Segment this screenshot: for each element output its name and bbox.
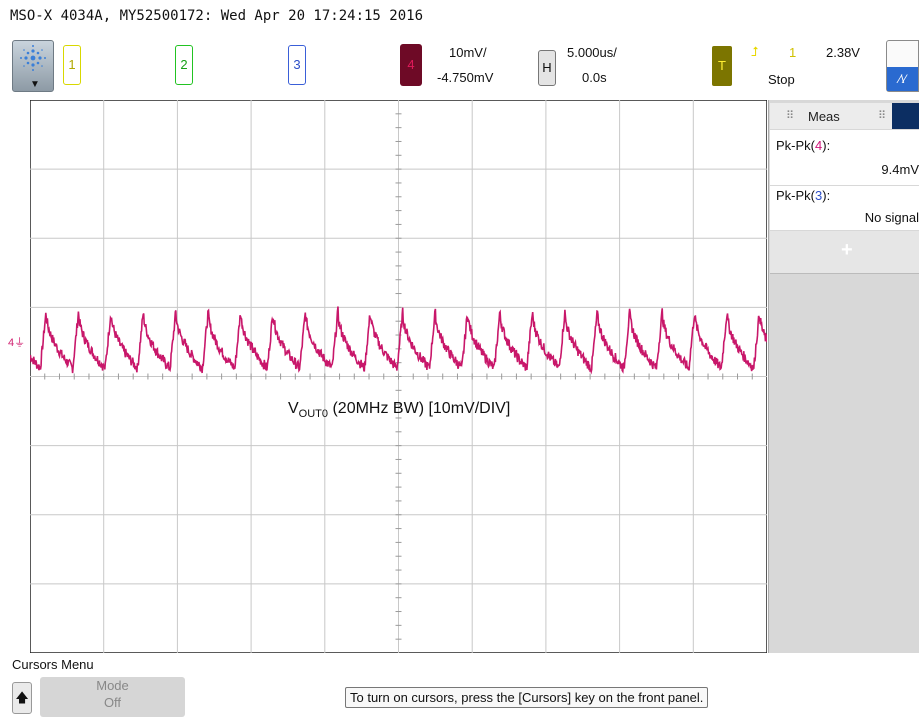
meas-header-label: Meas	[808, 109, 840, 124]
channel-3-button[interactable]: 3	[288, 45, 306, 85]
meas2-label-suffix: ):	[822, 188, 831, 203]
agilent-logo-button[interactable]: ▼	[12, 40, 54, 92]
center-ticks	[44, 113, 753, 640]
meas2-label-prefix: Pk-Pk(	[776, 188, 815, 203]
grip-icon: ⠿	[786, 110, 795, 122]
ch4-trace	[30, 306, 767, 375]
meas1-label-suffix: ):	[822, 138, 831, 153]
trigger-source: 1	[789, 45, 797, 60]
channel-1-button[interactable]: 1	[63, 45, 81, 85]
ch4-ground-marker: 4⏚	[8, 337, 26, 349]
meas2-channel: 3	[815, 188, 823, 203]
horizontal-delay: 0.0s	[582, 70, 607, 85]
annotation-v: V	[288, 400, 299, 417]
trace-annotation: VOUT0 (20MHz BW) [10mV/DIV]	[288, 400, 510, 420]
acquire-mode-icon: ⁄\⁄	[887, 67, 918, 91]
channel-4-button[interactable]: 4	[400, 44, 422, 86]
softkey-menu-title: Cursors Menu	[12, 657, 94, 672]
meas1-channel: 4	[815, 138, 823, 153]
trigger-level: 2.38V	[826, 45, 860, 60]
up-arrow-icon: 🡅	[15, 690, 29, 705]
panel-tab-button[interactable]	[892, 103, 919, 129]
meas-panel-header[interactable]: ⠿ Meas ⠿	[770, 103, 919, 129]
meas1-label-prefix: Pk-Pk(	[776, 138, 815, 153]
back-up-button[interactable]: 🡅	[12, 682, 32, 714]
mode-label: Mode	[96, 678, 129, 693]
run-status: Stop	[768, 72, 795, 87]
mode-value: Off	[103, 695, 122, 710]
annotation-rest: (20MHz BW) [10mV/DIV]	[328, 400, 511, 417]
trigger-edge-icon: ⮥	[751, 44, 759, 59]
horizontal-scale: 5.000us/	[567, 45, 617, 60]
channel-2-button[interactable]: 2	[175, 45, 193, 85]
ch4-offset: -4.750mV	[437, 70, 494, 85]
horizontal-button[interactable]: H	[538, 50, 556, 86]
starburst-icon	[20, 45, 46, 71]
annotation-sub: OUT0	[298, 408, 329, 421]
ch4-scale: 10mV/	[449, 45, 487, 60]
measurement-1[interactable]: Pk-Pk(4): 9.4mV	[770, 130, 919, 185]
grip-icon-2: ⠿	[878, 110, 887, 122]
waveform-graticule[interactable]	[30, 100, 767, 653]
meas1-value: 9.4mV	[881, 162, 919, 177]
window-title: MSO-X 4034A, MY52500172: Wed Apr 20 17:2…	[10, 8, 424, 24]
trigger-button[interactable]: T	[712, 46, 732, 86]
chevron-down-icon: ▼	[30, 79, 40, 90]
add-icon: +	[841, 239, 853, 261]
add-measurement-row[interactable]: +	[770, 231, 919, 274]
ground-marker-label: 4	[8, 337, 15, 349]
meas2-value: No signal	[864, 210, 919, 225]
cursor-hint-message: To turn on cursors, press the [Cursors] …	[345, 687, 709, 708]
measurement-2[interactable]: Pk-Pk(3): No signal	[770, 186, 919, 230]
mode-softkey[interactable]: Mode Off	[40, 677, 185, 717]
acquire-button[interactable]: ⁄\⁄	[886, 40, 919, 92]
